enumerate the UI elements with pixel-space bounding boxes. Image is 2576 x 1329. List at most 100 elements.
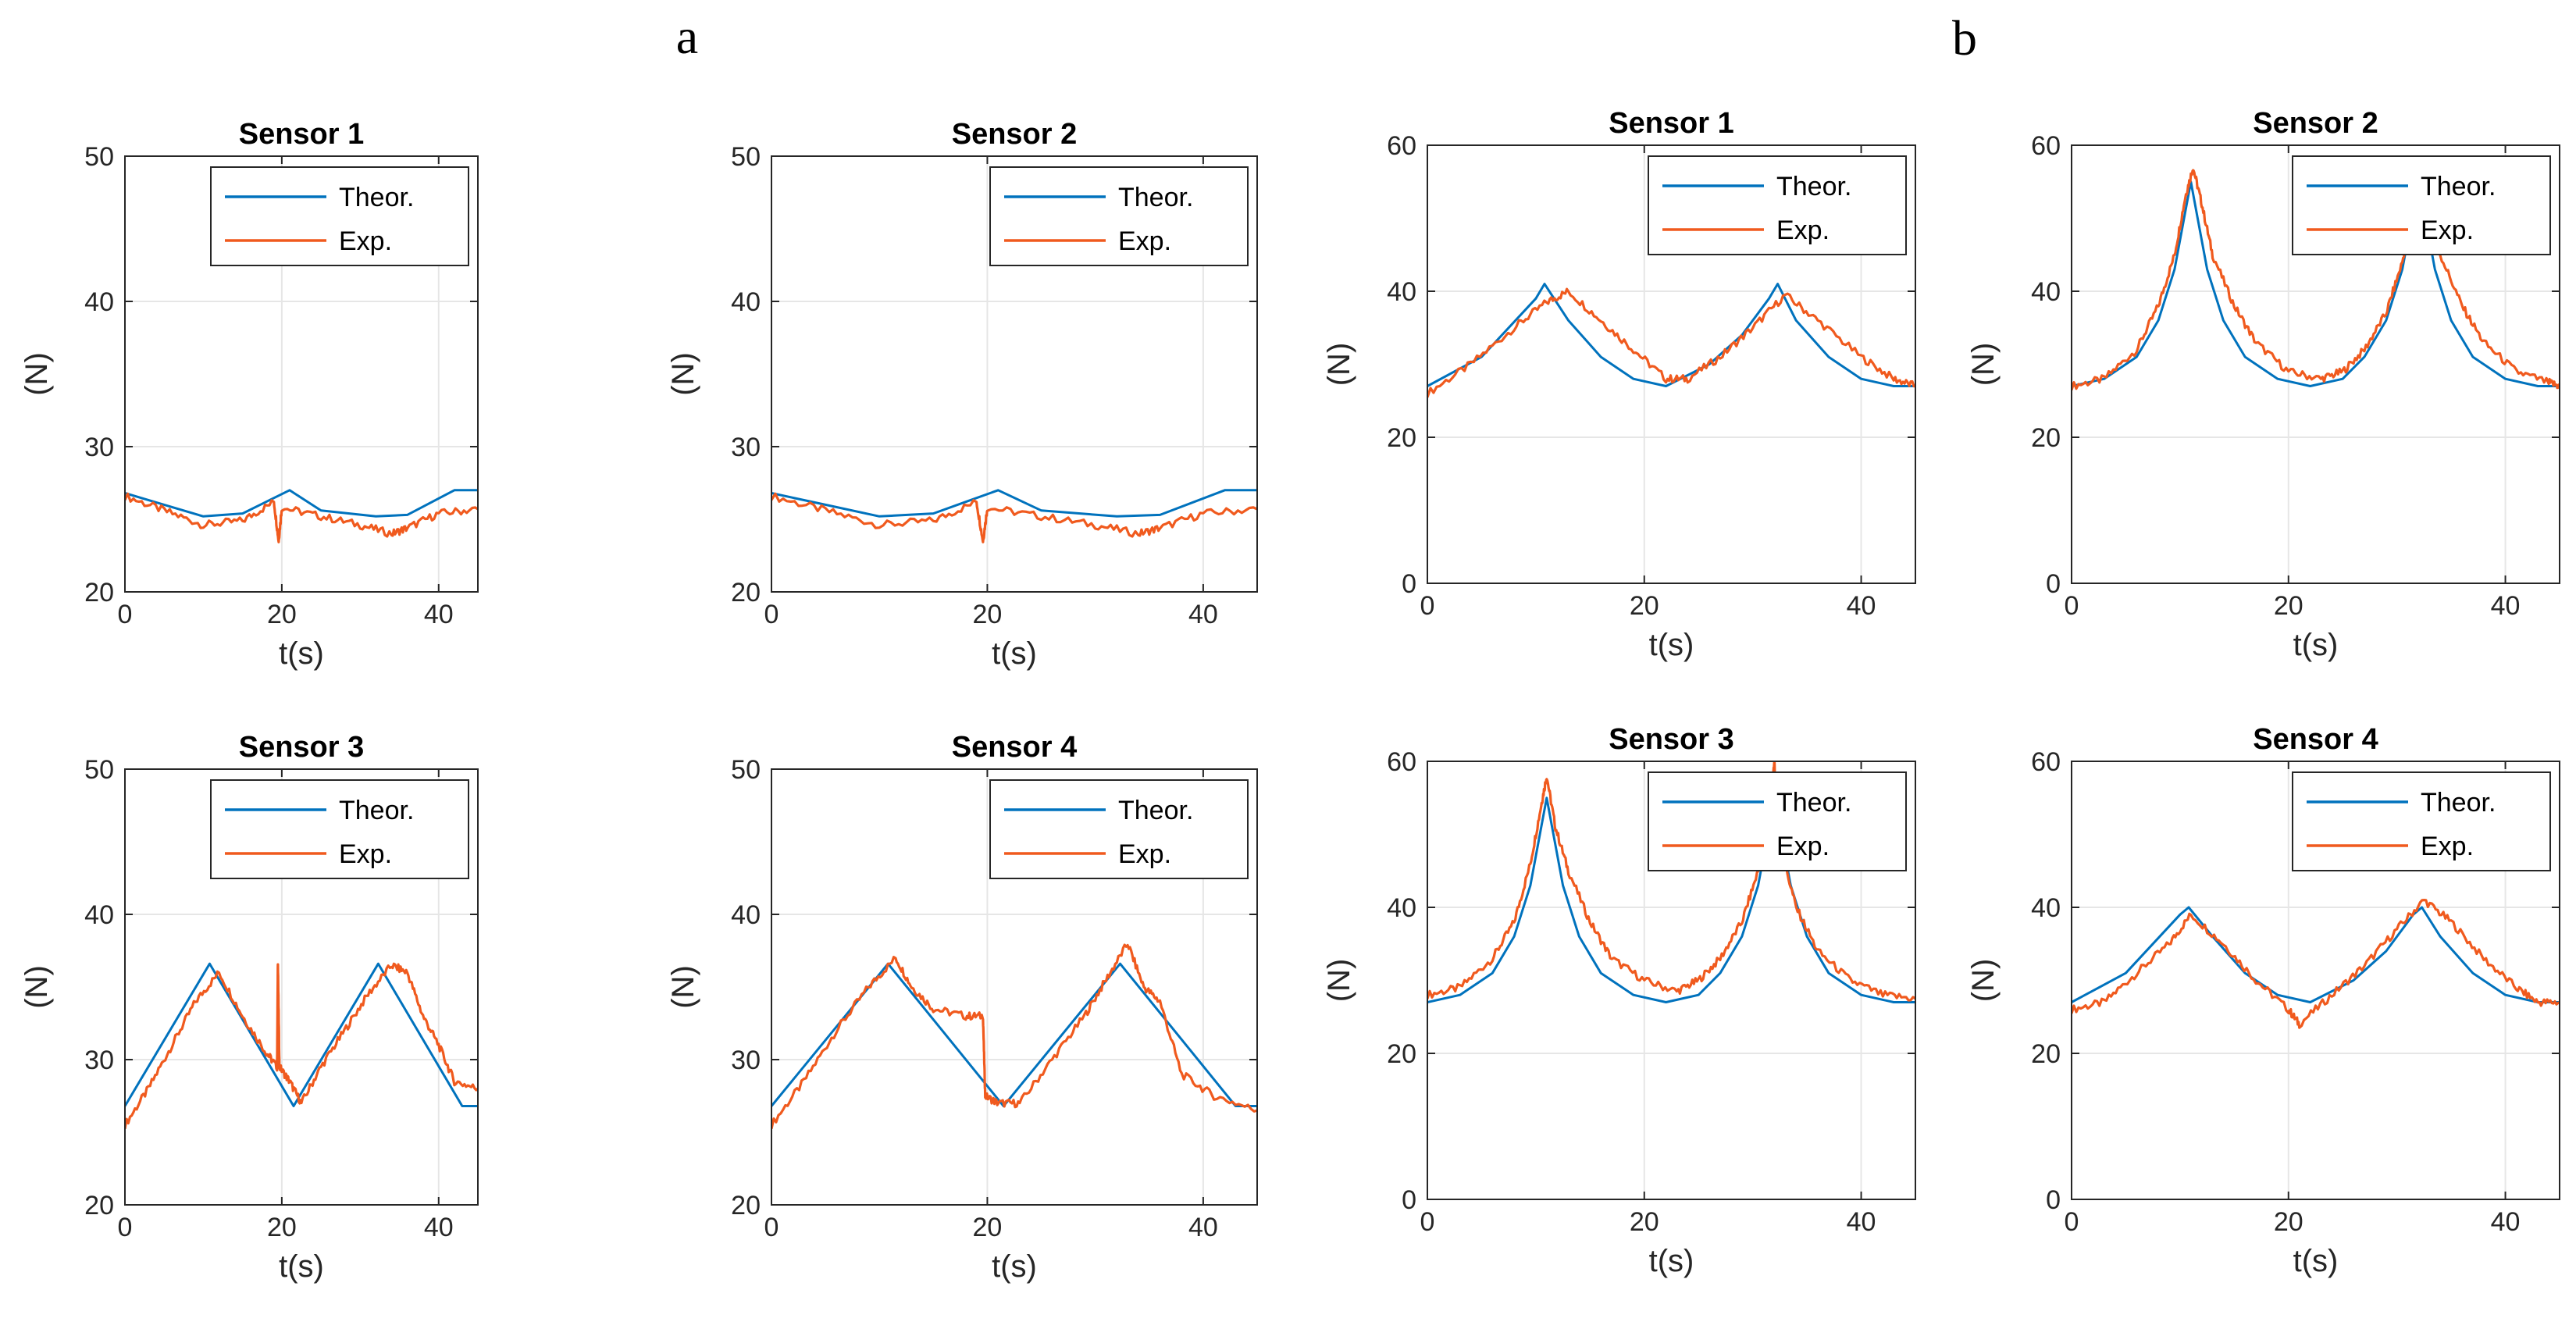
y-tick-label: 20 — [2031, 1039, 2061, 1069]
x-tick-label: 20 — [2274, 591, 2303, 621]
legend: Theor. Exp. — [1648, 771, 1907, 871]
x-tick-label: 40 — [2491, 1207, 2521, 1237]
y-tick-label: 60 — [1387, 131, 1416, 161]
y-tick-label: 30 — [731, 433, 761, 462]
y-tick-label: 30 — [84, 1046, 114, 1075]
legend-label: Exp. — [2421, 832, 2474, 861]
legend-label: Exp. — [1118, 839, 1171, 869]
legend-label: Theor. — [1776, 172, 1851, 201]
y-tick-label: 30 — [84, 433, 114, 462]
legend: Theor. Exp. — [210, 779, 469, 879]
series-line-theor — [771, 489, 1257, 518]
legend: Theor. Exp. — [989, 166, 1249, 266]
x-tick-label: 40 — [1188, 600, 1218, 629]
x-tick-label: 20 — [973, 600, 1003, 629]
axes-frame — [124, 768, 479, 1206]
series-line-exp — [2072, 898, 2560, 1029]
y-tick-label: 40 — [2031, 277, 2061, 307]
x-tick-label: 20 — [1630, 1207, 1659, 1237]
legend-label: Theor. — [339, 796, 414, 825]
x-tick-label: 0 — [118, 600, 133, 629]
x-axis-label: t(s) — [279, 1249, 324, 1284]
y-axis-label: (N) — [1966, 343, 2001, 387]
y-tick-label: 20 — [84, 1191, 114, 1220]
series-line-exp — [771, 943, 1257, 1130]
series-line-exp — [1427, 761, 1915, 1002]
axes-frame — [1427, 144, 1916, 584]
x-tick-label: 0 — [2065, 1207, 2079, 1237]
x-axis-label: t(s) — [992, 636, 1037, 671]
chart-title: Sensor 3 — [239, 731, 365, 764]
x-tick-label: 20 — [267, 1213, 297, 1242]
legend: Theor. Exp. — [210, 166, 469, 266]
y-tick-label: 30 — [731, 1046, 761, 1075]
y-tick-label: 60 — [2031, 747, 2061, 777]
group-label-a: a — [676, 9, 698, 64]
legend-box — [210, 779, 469, 879]
chart-title: Sensor 4 — [952, 731, 1078, 764]
axes-frame — [124, 155, 479, 593]
x-tick-label: 40 — [2491, 591, 2521, 621]
y-axis-label: (N) — [666, 965, 700, 1009]
x-tick-label: 0 — [118, 1213, 133, 1242]
x-axis-label: t(s) — [1649, 1244, 1694, 1278]
x-tick-label: 20 — [973, 1213, 1003, 1242]
y-tick-label: 40 — [731, 287, 761, 317]
x-tick-label: 20 — [1630, 591, 1659, 621]
x-tick-label: 40 — [424, 1213, 454, 1242]
axes-frame — [771, 768, 1258, 1206]
series-line-exp — [125, 962, 478, 1129]
series-line-exp — [2072, 169, 2560, 391]
y-tick-label: 60 — [1387, 747, 1416, 777]
y-tick-label: 50 — [84, 755, 114, 785]
y-tick-label: 40 — [1387, 893, 1416, 923]
x-tick-label: 40 — [1847, 591, 1876, 621]
y-tick-label: 0 — [2046, 569, 2061, 599]
legend-box — [1648, 155, 1907, 255]
x-tick-label: 20 — [267, 600, 297, 629]
y-tick-label: 50 — [731, 142, 761, 172]
legend-box — [2292, 155, 2551, 255]
y-tick-label: 20 — [731, 1191, 761, 1220]
axes-frame — [771, 155, 1258, 593]
legend-box — [1648, 771, 1907, 871]
legend-label: Exp. — [339, 226, 392, 256]
y-tick-label: 60 — [2031, 131, 2061, 161]
series-line-exp — [771, 492, 1257, 543]
y-tick-label: 0 — [2046, 1185, 2061, 1215]
x-axis-label: t(s) — [992, 1249, 1037, 1284]
x-axis-label: t(s) — [1649, 628, 1694, 662]
legend-box — [2292, 771, 2551, 871]
y-tick-label: 40 — [84, 900, 114, 930]
legend: Theor. Exp. — [2292, 771, 2551, 871]
x-tick-label: 0 — [764, 600, 779, 629]
chart-3: 0 20 40 0 20 40 60 Sensor 1 t(s) (N) Theor. Exp. — [1322, 107, 1916, 662]
chart-7: 0 20 40 0 20 40 60 Sensor 3 t(s) (N) Theor. Exp. — [1322, 723, 1916, 1278]
series-line-exp — [125, 492, 478, 543]
series-line-theor — [125, 489, 478, 518]
axes-frame — [2071, 761, 2560, 1200]
legend-label: Theor. — [1118, 183, 1193, 212]
y-tick-label: 20 — [84, 578, 114, 607]
x-tick-label: 40 — [424, 600, 454, 629]
legend: Theor. Exp. — [2292, 155, 2551, 255]
legend-box — [989, 779, 1249, 879]
chart-title: Sensor 2 — [952, 118, 1078, 151]
legend-label: Exp. — [1118, 226, 1171, 256]
y-axis-label: (N) — [1322, 959, 1356, 1003]
y-axis-label: (N) — [20, 965, 54, 1009]
y-axis-label: (N) — [666, 352, 700, 396]
axes-frame — [2071, 144, 2560, 584]
y-axis-label: (N) — [1966, 959, 2001, 1003]
y-tick-label: 0 — [1402, 1185, 1416, 1215]
series-line-theor — [1427, 283, 1915, 387]
chart-4: 0 20 40 0 20 40 60 Sensor 2 t(s) (N) Theor. Exp. — [1966, 107, 2560, 662]
x-tick-label: 0 — [764, 1213, 779, 1242]
chart-title: Sensor 2 — [2253, 107, 2378, 140]
